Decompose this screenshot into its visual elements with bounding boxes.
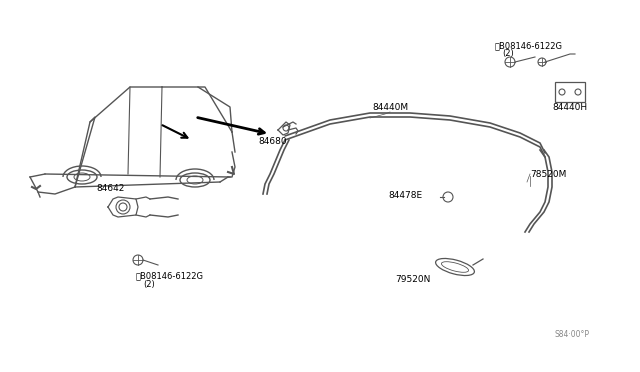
- Text: 84642: 84642: [96, 184, 124, 193]
- Text: S84·00°P: S84·00°P: [555, 330, 590, 339]
- Text: 79520N: 79520N: [395, 275, 430, 284]
- Text: 84440M: 84440M: [372, 103, 408, 112]
- Text: 84680: 84680: [259, 137, 287, 146]
- Text: (2): (2): [143, 280, 155, 289]
- Text: 78520M: 78520M: [530, 170, 566, 179]
- Text: (2): (2): [502, 49, 514, 58]
- Text: 84478E: 84478E: [388, 191, 422, 200]
- Text: ⒷB08146-6122G: ⒷB08146-6122G: [495, 41, 563, 50]
- Bar: [555, 82, 585, 102]
- Text: ⒷB08146-6122G: ⒷB08146-6122G: [136, 271, 204, 280]
- Text: 84440H: 84440H: [552, 103, 588, 112]
